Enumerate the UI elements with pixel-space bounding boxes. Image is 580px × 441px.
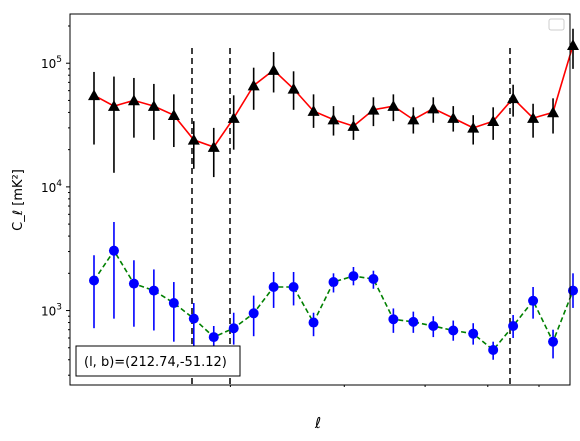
data-point	[267, 64, 280, 75]
series-2	[89, 221, 578, 360]
data-point	[507, 92, 520, 104]
plot-frame	[69, 13, 571, 386]
data-point	[148, 285, 159, 296]
x-axis-label: ℓ	[314, 414, 321, 432]
annotation-text: (l, b)=(212.74,-51.12)	[84, 355, 227, 370]
data-point	[488, 344, 499, 355]
data-point	[388, 314, 399, 325]
y-tick-label: 103	[41, 303, 62, 319]
data-point	[448, 325, 459, 336]
data-point	[327, 113, 340, 125]
data-point	[108, 245, 119, 256]
data-point	[208, 332, 219, 343]
data-point	[168, 298, 179, 309]
data-point	[128, 278, 139, 289]
data-point	[428, 320, 439, 331]
data-point	[508, 320, 519, 331]
data-point	[227, 112, 240, 123]
data-point	[228, 323, 239, 334]
data-point	[328, 277, 339, 288]
y-tick-label: 105	[41, 55, 62, 71]
data-point	[288, 282, 299, 293]
data-point	[147, 100, 160, 111]
data-point	[367, 103, 380, 115]
data-point	[408, 316, 419, 327]
y-axis-label: C_ℓ [mK²]	[11, 169, 26, 231]
data-point	[427, 102, 440, 114]
data-point	[268, 282, 279, 293]
data-point	[287, 82, 300, 94]
data-point	[107, 100, 120, 111]
data-point	[348, 271, 359, 282]
data-point	[407, 113, 420, 125]
data-point	[167, 109, 180, 120]
series-1	[88, 28, 579, 178]
data-point	[347, 120, 360, 131]
data-point	[368, 273, 379, 284]
data-point	[247, 79, 260, 91]
data-point	[467, 121, 480, 133]
plot-area	[70, 14, 570, 385]
data-point	[207, 141, 220, 152]
data-point	[468, 328, 479, 339]
legend-box	[548, 18, 565, 31]
data-point	[188, 313, 199, 324]
y-tick-label: 104	[41, 179, 62, 195]
data-point	[548, 336, 559, 347]
data-point	[447, 112, 460, 123]
data-point	[307, 105, 320, 116]
data-point	[308, 317, 319, 328]
data-point	[487, 115, 500, 126]
data-point	[187, 133, 200, 145]
data-point	[547, 106, 560, 118]
annotation-box: (l, b)=(212.74,-51.12)	[75, 345, 241, 377]
data-point	[387, 100, 400, 111]
data-point	[248, 308, 259, 319]
series-layer	[88, 28, 579, 360]
data-point	[528, 295, 539, 306]
data-point	[88, 89, 100, 101]
data-point	[127, 94, 140, 106]
data-point	[89, 275, 99, 286]
data-point	[527, 112, 540, 123]
